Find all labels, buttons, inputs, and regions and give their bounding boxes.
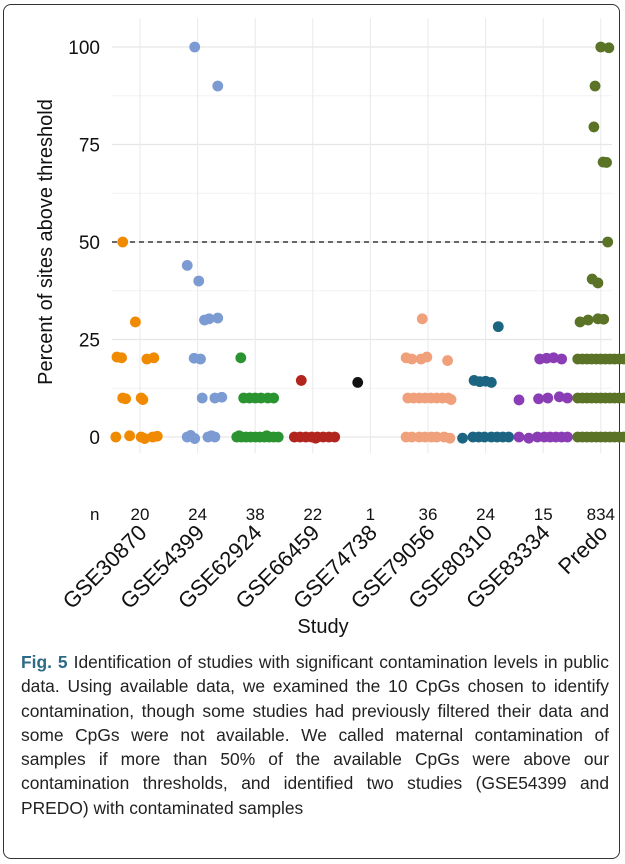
n-counts: n 20 24 38 22 1 36 24 15 834 bbox=[90, 505, 615, 524]
data-point bbox=[116, 352, 127, 364]
data-point bbox=[129, 316, 141, 328]
data-point bbox=[261, 430, 273, 442]
data-point bbox=[189, 433, 201, 444]
y-axis-ticks: 0 25 50 75 100 bbox=[68, 38, 100, 449]
data-point bbox=[233, 430, 245, 442]
data-point bbox=[513, 431, 525, 443]
y-tick-label: 100 bbox=[68, 38, 100, 59]
n-count: 1 bbox=[366, 505, 375, 524]
data-point bbox=[598, 313, 610, 325]
data-point bbox=[216, 391, 228, 403]
data-point bbox=[189, 41, 201, 53]
data-point bbox=[542, 392, 554, 404]
y-axis-label: Percent of sites above threshold bbox=[35, 99, 57, 385]
data-point bbox=[212, 80, 224, 92]
data-point bbox=[431, 431, 443, 443]
data-point bbox=[492, 321, 504, 333]
data-point bbox=[618, 431, 625, 443]
data-point bbox=[181, 260, 193, 271]
data-point bbox=[406, 431, 418, 443]
x-axis-ticks: GSE30870GSE54399GSE62924GSE66459GSE74738… bbox=[58, 520, 613, 614]
figure-caption: Fig. 5 Identification of studies with si… bbox=[21, 650, 609, 820]
data-point bbox=[352, 377, 364, 388]
data-point bbox=[139, 433, 151, 444]
data-point bbox=[209, 431, 221, 443]
data-point bbox=[117, 236, 129, 248]
data-point bbox=[601, 157, 612, 168]
n-count: 24 bbox=[476, 505, 495, 524]
data-point bbox=[193, 275, 205, 287]
n-label: n bbox=[90, 505, 99, 524]
data-point bbox=[235, 352, 247, 364]
data-point bbox=[442, 355, 453, 366]
data-point bbox=[421, 351, 433, 363]
x-tick-label: Predo bbox=[553, 520, 612, 579]
data-point bbox=[151, 430, 163, 442]
n-count: 22 bbox=[303, 505, 322, 524]
data-point bbox=[592, 277, 604, 289]
data-point bbox=[602, 236, 614, 248]
data-point bbox=[485, 377, 497, 388]
y-tick-label: 75 bbox=[79, 136, 100, 157]
grid bbox=[112, 18, 612, 453]
data-point bbox=[195, 353, 206, 365]
n-count: 38 bbox=[246, 505, 265, 524]
data-point bbox=[618, 353, 625, 365]
data-point bbox=[124, 430, 136, 442]
n-count: 24 bbox=[188, 505, 207, 524]
n-count: 36 bbox=[419, 505, 438, 524]
data-point bbox=[553, 391, 565, 403]
data-point bbox=[533, 393, 544, 405]
data-point bbox=[203, 313, 215, 325]
data-points bbox=[110, 41, 625, 444]
data-point bbox=[561, 431, 573, 443]
data-point bbox=[416, 313, 428, 325]
n-count: 20 bbox=[131, 505, 150, 524]
y-tick-label: 25 bbox=[79, 331, 100, 352]
data-point bbox=[582, 314, 594, 326]
data-point bbox=[603, 42, 615, 54]
figure-frame bbox=[3, 4, 620, 859]
caption-text: Identification of studies with significa… bbox=[21, 652, 609, 818]
data-point bbox=[618, 392, 625, 404]
data-point bbox=[212, 312, 224, 324]
y-tick-label: 50 bbox=[79, 233, 100, 254]
data-point bbox=[120, 393, 131, 405]
data-point bbox=[148, 352, 160, 364]
data-point bbox=[295, 375, 307, 386]
data-point bbox=[589, 80, 601, 92]
data-point bbox=[110, 431, 122, 443]
data-point bbox=[268, 392, 280, 404]
data-point bbox=[523, 432, 535, 444]
y-tick-label: 0 bbox=[89, 428, 100, 449]
caption-label: Fig. 5 bbox=[21, 652, 68, 672]
data-point bbox=[137, 394, 149, 405]
data-point bbox=[196, 392, 208, 404]
data-point bbox=[556, 353, 568, 365]
data-point bbox=[444, 432, 456, 444]
n-count: 15 bbox=[534, 505, 553, 524]
data-point bbox=[329, 431, 341, 443]
data-point bbox=[574, 316, 586, 328]
data-point bbox=[588, 121, 600, 133]
data-point bbox=[548, 352, 559, 364]
data-point bbox=[445, 394, 457, 405]
data-point bbox=[503, 431, 515, 443]
data-point bbox=[513, 394, 525, 406]
data-point bbox=[561, 392, 573, 404]
data-point bbox=[406, 353, 418, 365]
n-count: 834 bbox=[587, 505, 615, 524]
scatter-chart: 0 25 50 75 100 n 20 24 38 22 1 36 24 15 834 GSE30870G… bbox=[35, 18, 625, 638]
data-point bbox=[457, 432, 468, 444]
data-point bbox=[272, 431, 284, 443]
data-point bbox=[310, 432, 322, 444]
x-axis-label: Study bbox=[297, 616, 348, 638]
data-point bbox=[595, 41, 607, 53]
